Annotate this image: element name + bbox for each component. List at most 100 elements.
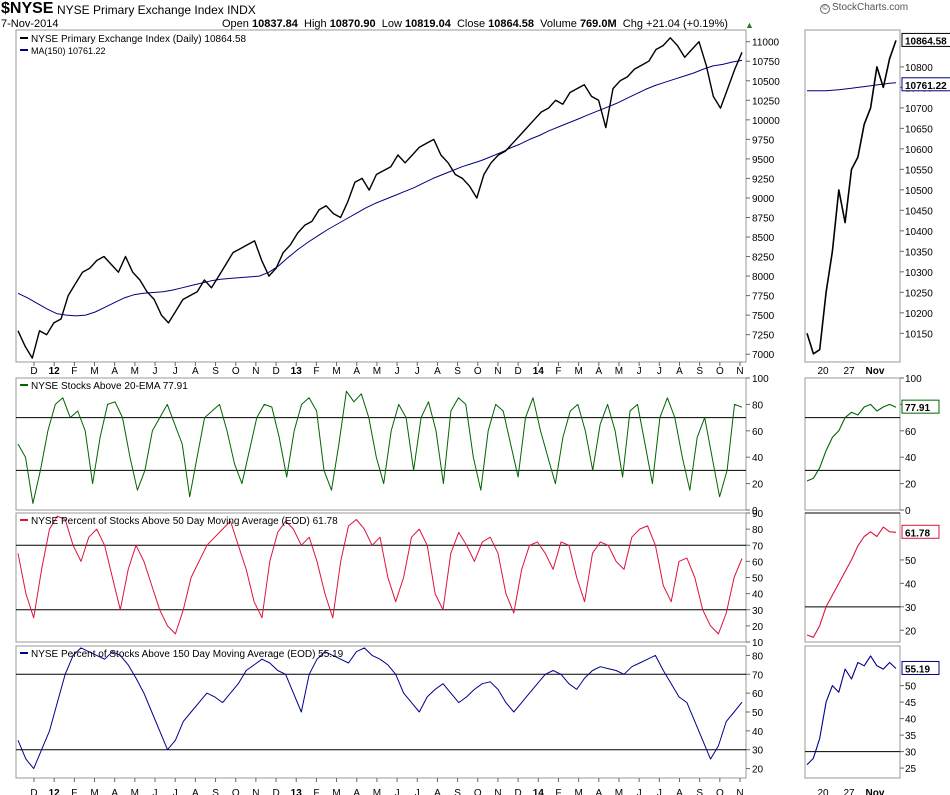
ma150-zoom-ytick-label: 35 <box>905 731 917 742</box>
x-tick-label: N <box>252 366 259 377</box>
low-label: Low <box>381 18 402 30</box>
ma150-zoom-line <box>806 655 897 766</box>
x-tick-label: O <box>716 366 724 377</box>
ma150-ytick-label: 30 <box>752 746 764 757</box>
price-zoom-ytick-label: 10600 <box>905 145 933 156</box>
ema20-last-value-box <box>901 399 940 414</box>
ema20-zoom-frame <box>804 377 901 511</box>
ma150-ytick-label: 80 <box>752 651 764 662</box>
ma50-ytick-label: 10 <box>752 638 764 649</box>
x-tick-label: D <box>30 366 37 377</box>
zoom-x-tick-label: 20 <box>817 788 829 795</box>
price-ytick-label: 8250 <box>752 253 775 264</box>
ma150-zoom-ytick-label: 50 <box>905 682 917 693</box>
ma50-ytick-label: 70 <box>752 541 764 552</box>
price-zoom-ytick-label: 10700 <box>905 104 933 115</box>
open-value: 10837.84 <box>251 18 298 30</box>
x-tick-label: D <box>30 788 37 795</box>
x-tick-label: M <box>574 366 582 377</box>
x-tick-label: M <box>373 788 381 795</box>
price-zoom-ytick-label: 10250 <box>905 288 933 299</box>
ema20-zoom-ytick-label: 100 <box>905 374 922 385</box>
x-tick-label: 14 <box>533 788 545 795</box>
x-tick-label: 13 <box>291 366 303 377</box>
zoom-x-tick-label: 27 <box>843 366 855 377</box>
copyright-icon: © <box>820 4 830 14</box>
ema20-legend: NYSE Stocks Above 20-EMA 77.91 <box>31 381 188 392</box>
chart-date: 7-Nov-2014 <box>1 18 59 30</box>
x-tick-label: D <box>514 788 521 795</box>
close-label: Close <box>456 18 486 30</box>
zoom-x-tick-label: 27 <box>843 788 855 795</box>
price-zoom-ytick-label: 10150 <box>905 329 933 340</box>
x-tick-label: J <box>153 366 158 377</box>
x-tick-label: S <box>454 366 461 377</box>
x-tick-label: D <box>272 366 279 377</box>
x-tick-label: M <box>615 788 623 795</box>
x-tick-label: F <box>71 366 77 377</box>
x-tick-label: A <box>353 366 360 377</box>
zoom-x-tick-label: Nov <box>866 366 885 377</box>
x-tick-label: M <box>90 788 98 795</box>
x-tick-label: F <box>555 366 561 377</box>
x-tick-label: S <box>696 788 703 795</box>
x-tick-label: J <box>657 366 662 377</box>
ema20-ytick-label: 0 <box>752 506 758 517</box>
ema20-zoom-ytick-label: 0 <box>905 506 911 517</box>
price-ytick-label: 7500 <box>752 311 775 322</box>
x-tick-label: N <box>736 788 743 795</box>
x-tick-label: 12 <box>49 788 61 795</box>
ma150-zoom-frame <box>804 645 901 779</box>
ma50-ytick-label: 20 <box>752 622 764 633</box>
ma50-zoom-line <box>806 526 897 638</box>
ma150-zoom-ytick-label: 45 <box>905 698 917 709</box>
x-tick-label: D <box>272 788 279 795</box>
price-ytick-label: 10250 <box>752 96 780 107</box>
symbol: $NYSE <box>1 0 54 17</box>
legend-ma: MA(150) 10761.22 <box>31 46 106 56</box>
ma50-zoom-ytick-label: 30 <box>905 603 917 614</box>
x-tick-label: A <box>676 366 683 377</box>
volume-label: Volume <box>540 18 577 30</box>
x-tick-label: O <box>232 788 240 795</box>
x-tick-label: A <box>192 788 199 795</box>
ma150-ytick-label: 20 <box>752 765 764 776</box>
price-ytick-label: 9750 <box>752 135 775 146</box>
ma150-ytick-label: 60 <box>752 689 764 700</box>
zoom-price-line <box>806 40 897 355</box>
x-tick-label: 12 <box>49 366 61 377</box>
price-ytick-label: 9250 <box>752 174 775 185</box>
price-last-value: 10864.58 <box>905 36 947 47</box>
ma150-line <box>17 647 743 770</box>
ma-last-value-box <box>901 77 950 92</box>
price-ytick-label: 7000 <box>752 350 775 361</box>
x-tick-label: A <box>111 366 118 377</box>
price-ytick-label: 7750 <box>752 292 775 303</box>
ma50-ytick-label: 60 <box>752 557 764 568</box>
x-tick-label: O <box>232 366 240 377</box>
ema20-ytick-label: 40 <box>752 453 764 464</box>
ma-last-value: 10761.22 <box>905 81 947 92</box>
ema20-ytick-label: 20 <box>752 480 764 491</box>
ma50-last-value: 61.78 <box>905 528 930 539</box>
price-ytick-label: 8750 <box>752 213 775 224</box>
volume-value: 769.0M <box>579 18 617 30</box>
x-tick-label: O <box>474 788 482 795</box>
x-tick-label: N <box>736 366 743 377</box>
price-ytick-label: 10750 <box>752 57 780 68</box>
low-value: 10819.04 <box>404 18 451 30</box>
ma50-zoom-ytick-label: 40 <box>905 579 917 590</box>
price-zoom-ytick-label: 10650 <box>905 124 933 135</box>
x-tick-label: N <box>494 366 501 377</box>
price-ytick-label: 9500 <box>752 155 775 166</box>
ma50-ytick-label: 40 <box>752 590 764 601</box>
x-tick-label: J <box>637 788 642 795</box>
x-tick-label: J <box>173 366 178 377</box>
x-tick-label: M <box>615 366 623 377</box>
ema20-zoom-line <box>806 403 897 482</box>
x-tick-label: J <box>395 788 400 795</box>
ma150-zoom-ytick-label: 25 <box>905 764 917 775</box>
x-tick-label: F <box>71 788 77 795</box>
brand-credit[interactable]: © StockCharts.com <box>820 2 908 14</box>
